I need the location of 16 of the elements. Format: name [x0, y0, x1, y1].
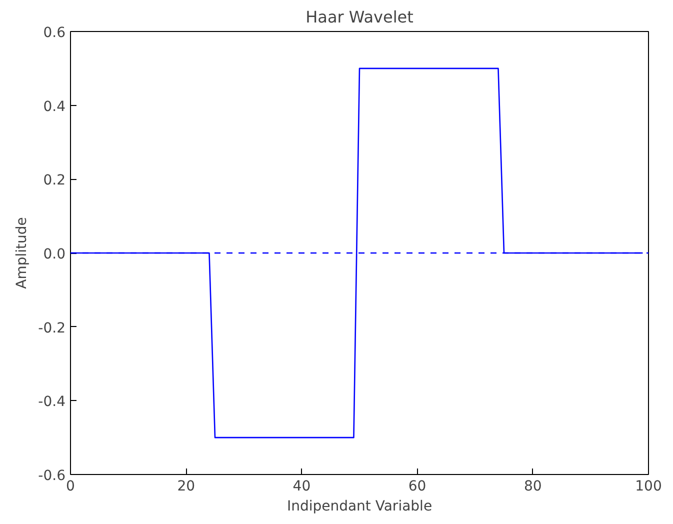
y-tick-label: -0.4: [38, 394, 66, 410]
y-tick-label: -0.2: [38, 320, 66, 336]
x-axis-title: Indipendant Variable: [286, 498, 432, 514]
y-tick-label: -0.6: [38, 468, 66, 484]
x-tick-label: 20: [177, 478, 196, 494]
y-tick-label: 0.4: [43, 98, 66, 115]
chart-title: Haar Wavelet: [306, 8, 414, 26]
y-tick-label: 0.6: [43, 25, 66, 41]
x-tick-label: 40: [292, 478, 311, 494]
x-tick-label: 60: [408, 478, 426, 494]
x-tick-label: 0: [66, 478, 75, 494]
y-axis-title: Amplitude: [14, 217, 30, 289]
x-tick-label: 100: [635, 478, 662, 494]
y-tick-label: 0.2: [43, 172, 66, 189]
x-tick-label: 80: [524, 478, 542, 494]
y-tick-label: 0.0: [43, 246, 66, 262]
